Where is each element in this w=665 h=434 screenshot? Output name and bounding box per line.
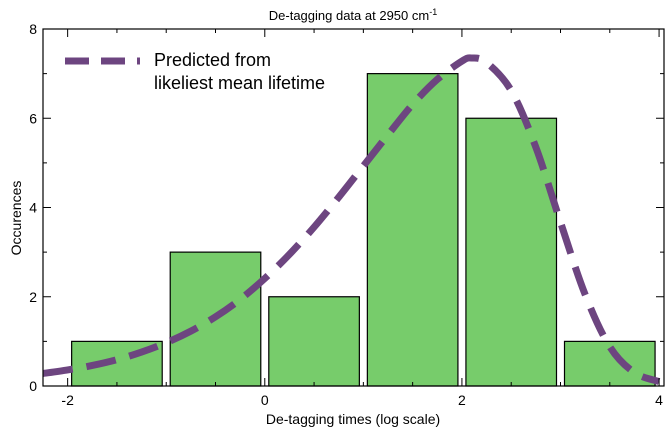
histogram-bar-6 <box>563 340 656 387</box>
x-tick-label-3: 4 <box>655 392 663 408</box>
histogram-bar-4 <box>366 73 459 387</box>
y-axis-title: Occurences <box>8 181 24 256</box>
ticks-layer: -2 0 2 4 0 2 4 6 8 <box>29 21 664 408</box>
legend-label-line-2: likeliest mean lifetime <box>154 73 325 93</box>
x-tick-label-0: -2 <box>61 392 74 408</box>
bars-layer <box>71 73 656 387</box>
x-tick-label-1: 0 <box>261 392 269 408</box>
predicted-curve-layer <box>42 54 661 385</box>
legend: Predicted from likeliest mean lifetime <box>65 50 325 93</box>
y-tick-label-0: 0 <box>29 378 37 394</box>
chart-title-main: De-tagging data at 2950 cm <box>269 8 429 23</box>
histogram-bar-3 <box>268 296 360 387</box>
y-tick-label-3: 6 <box>29 110 37 126</box>
x-tick-label-2: 2 <box>458 392 466 408</box>
x-axis-title: De-tagging times (log scale) <box>266 411 440 427</box>
y-tick-label-1: 2 <box>29 289 37 305</box>
predicted-curve-line <box>42 54 661 385</box>
chart-title: De-tagging data at 2950 cm-1 <box>269 7 437 23</box>
legend-label-line-1: Predicted from <box>154 50 271 70</box>
y-tick-label-4: 8 <box>29 21 37 37</box>
chart-title-superscript: -1 <box>429 7 437 17</box>
y-tick-label-2: 4 <box>29 200 37 216</box>
